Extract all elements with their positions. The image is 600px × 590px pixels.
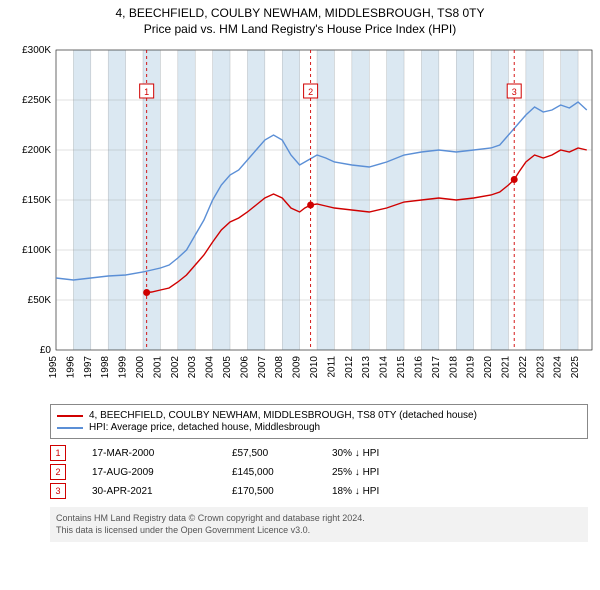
x-tick-label: 2020	[483, 356, 494, 379]
x-tick-label: 2015	[396, 356, 407, 379]
x-tick-label: 1996	[65, 356, 76, 379]
x-tick-label: 2004	[205, 356, 216, 379]
x-tick-label: 2012	[344, 356, 355, 379]
event-list: 1 17-MAR-2000£57,50030% ↓ HPI 2 17-AUG-2009…	[50, 445, 588, 499]
event-price: £145,000	[232, 467, 332, 478]
event-number-box: 3	[50, 483, 66, 499]
y-tick-label: £50K	[28, 295, 52, 306]
x-tick-label: 2017	[431, 356, 442, 379]
y-tick-label: £200K	[22, 145, 51, 156]
x-tick-label: 2022	[518, 356, 529, 379]
x-tick-label: 2014	[379, 356, 390, 379]
legend-swatch	[57, 415, 83, 417]
x-tick-label: 1998	[100, 356, 111, 379]
event-date: 30-APR-2021	[92, 486, 232, 497]
chart-svg: £0 £50K £100K £150K £200K £250K £300K 1995 1996 1…	[6, 40, 600, 400]
event-marker-dot	[307, 202, 314, 209]
x-tick-label: 2005	[222, 356, 233, 379]
legend-swatch	[57, 427, 83, 429]
x-tick-label: 2008	[274, 356, 285, 379]
x-tick-label: 2024	[553, 356, 564, 379]
event-date: 17-AUG-2009	[92, 467, 232, 478]
x-tick-label: 2018	[448, 356, 459, 379]
event-number-box: 2	[50, 464, 66, 480]
footer-line-1: Contains HM Land Registry data © Crown c…	[56, 513, 582, 525]
title-line-2: Price paid vs. HM Land Registry's House …	[0, 22, 600, 36]
event-number-box: 1	[50, 445, 66, 461]
event-row: 3 30-APR-2021£170,50018% ↓ HPI	[50, 483, 588, 499]
legend: 4, BEECHFIELD, COULBY NEWHAM, MIDDLESBRO…	[50, 404, 588, 439]
footer-line-2: This data is licensed under the Open Gov…	[56, 525, 582, 537]
x-tick-label: 1999	[118, 356, 129, 379]
chart-area: £0 £50K £100K £150K £200K £250K £300K 1995 1996 1…	[6, 40, 594, 400]
x-tick-label: 2023	[535, 356, 546, 379]
event-number: 3	[512, 87, 517, 97]
x-tick-label: 2010	[309, 356, 320, 379]
event-marker-dot	[511, 176, 518, 183]
x-tick-label: 2000	[135, 356, 146, 379]
legend-row: 4, BEECHFIELD, COULBY NEWHAM, MIDDLESBRO…	[57, 410, 581, 421]
x-tick-label: 2021	[500, 356, 511, 379]
event-date: 17-MAR-2000	[92, 448, 232, 459]
x-tick-label: 2025	[570, 356, 581, 379]
event-number: 2	[308, 87, 313, 97]
x-tick-label: 2007	[257, 356, 268, 379]
y-tick-label: £100K	[22, 245, 51, 256]
x-tick-label: 1997	[83, 356, 94, 379]
x-tick-label: 2013	[361, 356, 372, 379]
legend-label: 4, BEECHFIELD, COULBY NEWHAM, MIDDLESBRO…	[89, 410, 477, 421]
y-tick-label: £300K	[22, 45, 51, 56]
y-tick-label: £150K	[22, 195, 51, 206]
x-tick-label: 2009	[292, 356, 303, 379]
x-tick-label: 2019	[466, 356, 477, 379]
x-tick-label: 2011	[326, 356, 337, 378]
event-pct: 30% ↓ HPI	[332, 448, 432, 459]
x-tick-label: 2016	[413, 356, 424, 379]
x-tick-label: 2002	[170, 356, 181, 379]
event-pct: 18% ↓ HPI	[332, 486, 432, 497]
event-row: 2 17-AUG-2009£145,00025% ↓ HPI	[50, 464, 588, 480]
event-number: 1	[144, 87, 149, 97]
x-tick-label: 2006	[239, 356, 250, 379]
y-tick-label: £0	[40, 345, 52, 356]
legend-row: HPI: Average price, detached house, Midd…	[57, 422, 581, 433]
legend-label: HPI: Average price, detached house, Midd…	[89, 422, 320, 433]
x-tick-label: 2003	[187, 356, 198, 379]
footer-attribution: Contains HM Land Registry data © Crown c…	[50, 507, 588, 542]
y-tick-label: £250K	[22, 95, 51, 106]
event-marker-dot	[143, 289, 150, 296]
title-line-1: 4, BEECHFIELD, COULBY NEWHAM, MIDDLESBRO…	[0, 6, 600, 20]
chart-titles: 4, BEECHFIELD, COULBY NEWHAM, MIDDLESBRO…	[0, 0, 600, 40]
chart-container: 4, BEECHFIELD, COULBY NEWHAM, MIDDLESBRO…	[0, 0, 600, 542]
event-row: 1 17-MAR-2000£57,50030% ↓ HPI	[50, 445, 588, 461]
event-price: £57,500	[232, 448, 332, 459]
event-pct: 25% ↓ HPI	[332, 467, 432, 478]
event-price: £170,500	[232, 486, 332, 497]
x-tick-label: 2001	[152, 356, 163, 379]
x-tick-label: 1995	[48, 356, 59, 379]
